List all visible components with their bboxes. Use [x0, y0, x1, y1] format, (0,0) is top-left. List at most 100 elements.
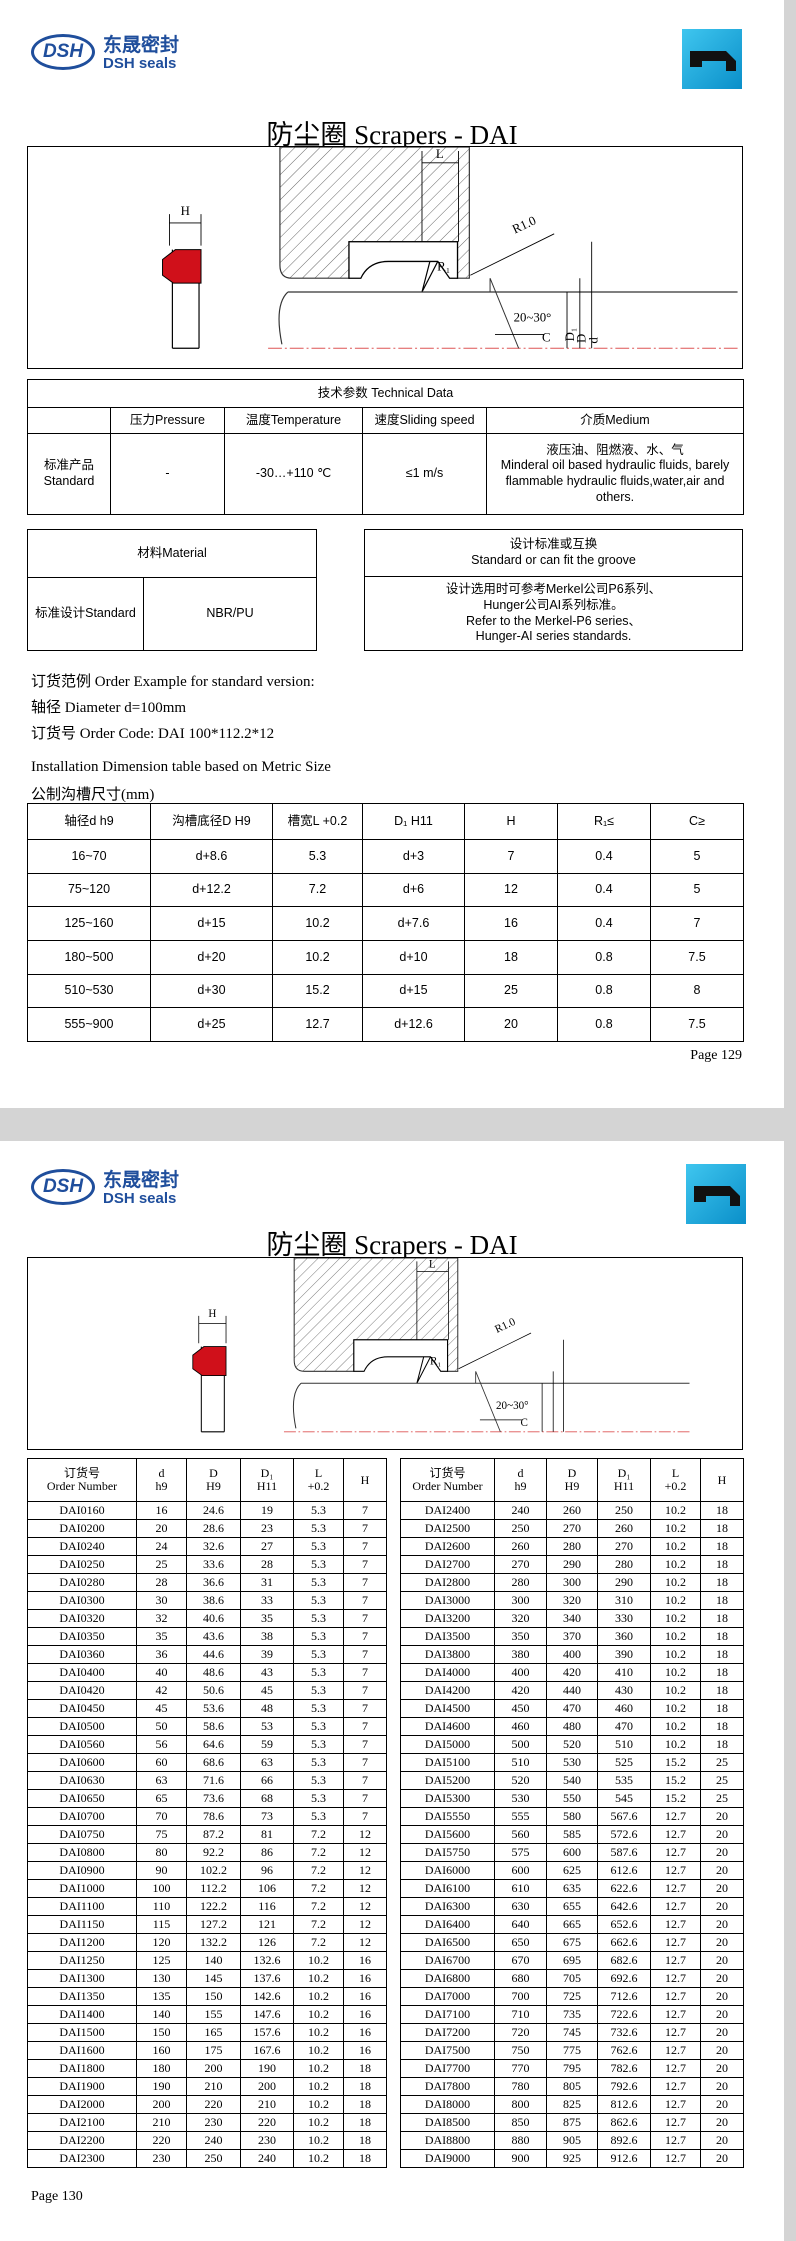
cell: 7.2	[272, 872, 363, 908]
row: DAI0400 40 48.6 43 5.3 7	[27, 1663, 387, 1682]
cell: 12.7	[650, 1969, 701, 1988]
cell: 460	[597, 1699, 651, 1718]
cell: 20	[136, 1519, 187, 1538]
cell: 28	[240, 1555, 294, 1574]
technical-table: 技术参数 Technical Data 压力Pressure 温度Tempera…	[27, 379, 744, 515]
row: DAI0300 30 38.6 33 5.3 7	[27, 1591, 387, 1610]
cell: 20	[700, 2077, 744, 2096]
cell: 520	[494, 1771, 547, 1790]
cell: 410	[597, 1663, 651, 1682]
drawing-label: R1.0	[510, 213, 538, 236]
cell: 587.6	[597, 1843, 651, 1862]
cell: 20	[700, 1897, 744, 1916]
cell: DAI1350	[27, 1987, 137, 2006]
cell: 12.7	[650, 2095, 701, 2114]
cell: 20	[700, 1843, 744, 1862]
cell: DAI0700	[27, 1807, 137, 1826]
drawing-label: L	[429, 1258, 436, 1270]
col-header: d h9	[136, 1458, 187, 1502]
cell: 5.3	[293, 1573, 344, 1592]
cell: DAI4000	[400, 1663, 495, 1682]
order-table-left: 订货号 Order Number d h9 D H9 D₁ H11 L +0.2 H DAI…	[27, 1458, 387, 2168]
cell: 10.2	[293, 2131, 344, 2150]
cell: 430	[597, 1681, 651, 1700]
cell: 0.4	[557, 839, 651, 874]
cell: 5.3	[293, 1555, 344, 1574]
cell: 20	[700, 2041, 744, 2060]
cell: d+12.2	[150, 872, 273, 908]
col-header: H	[464, 803, 558, 840]
cell: 20	[700, 2095, 744, 2114]
cell: DAI6000	[400, 1861, 495, 1880]
cell: 10.2	[293, 2059, 344, 2078]
cell: 220	[186, 2095, 241, 2114]
row: DAI6800 680 705 692.6 12.7 20	[400, 1969, 744, 1988]
cell: 75	[136, 1825, 187, 1844]
row: DAI6400 640 665 652.6 12.7 20	[400, 1915, 744, 1934]
row: DAI2700 270 290 280 10.2 18	[400, 1555, 744, 1574]
cell: 370	[546, 1627, 598, 1646]
cell: 0.8	[557, 940, 651, 975]
table-title: 材料Material	[27, 529, 317, 578]
row: 180~500 d+20 10.2 d+10 18 0.8 7.5	[27, 940, 744, 975]
cell: 12	[343, 1933, 387, 1952]
cell: 130	[136, 1969, 187, 1988]
cell: 210	[240, 2095, 294, 2114]
cell: -30…+110 ℃	[224, 433, 363, 515]
cell: 12.7	[650, 2113, 701, 2132]
cell: DAI3200	[400, 1609, 495, 1628]
cell: 122.2	[186, 1897, 241, 1916]
cell: 240	[494, 1501, 547, 1520]
cell: 567.6	[597, 1807, 651, 1826]
row: DAI0800 80 92.2 86 7.2 12	[27, 1843, 387, 1862]
cell: 18	[343, 2077, 387, 2096]
cell: 230	[240, 2131, 294, 2150]
cell: 0.8	[557, 973, 651, 1009]
cell: DAI0600	[27, 1753, 137, 1772]
row: DAI6100 610 635 622.6 12.7 20	[400, 1879, 744, 1898]
cell: 66	[240, 1771, 294, 1790]
cell: 180~500	[27, 940, 151, 975]
cell: 20	[700, 2149, 744, 2168]
cell: 510	[494, 1753, 547, 1772]
cell: 250	[186, 2149, 241, 2168]
cell: 7	[343, 1789, 387, 1808]
row: DAI0650 65 73.6 68 5.3 7	[27, 1789, 387, 1808]
cell: 670	[494, 1951, 547, 1970]
cell: 695	[546, 1951, 598, 1970]
cell: 10.2	[293, 2077, 344, 2096]
cell: 18	[343, 2149, 387, 2168]
row: DAI2800 280 300 290 10.2 18	[400, 1573, 744, 1592]
cell: DAI2500	[400, 1519, 495, 1538]
cell: 520	[546, 1735, 598, 1754]
cell: 250	[494, 1519, 547, 1538]
cell: 58.6	[186, 1717, 241, 1736]
cell: 5.3	[293, 1519, 344, 1538]
cell: 7	[343, 1645, 387, 1664]
row: DAI4000 400 420 410 10.2 18	[400, 1663, 744, 1682]
cell: 18	[700, 1645, 744, 1664]
drawing: H L R1.0 R₁ 20~30° C	[27, 1257, 743, 1450]
cell: 18	[700, 1699, 744, 1718]
cell: DAI4600	[400, 1717, 495, 1736]
row: DAI3200 320 340 330 10.2 18	[400, 1609, 744, 1628]
corner	[27, 407, 111, 434]
product-icon	[682, 29, 742, 89]
cell: 230	[186, 2113, 241, 2132]
cell: DAI0240	[27, 1537, 137, 1556]
cell: NBR/PU	[143, 577, 317, 651]
row: DAI7500 750 775 762.6 12.7 20	[400, 2041, 744, 2060]
row: DAI0320 32 40.6 35 5.3 7	[27, 1609, 387, 1628]
cell: 555	[494, 1807, 547, 1826]
cell: 19	[240, 1501, 294, 1520]
cell: d+25	[150, 1007, 273, 1043]
cell: 15.2	[650, 1753, 701, 1772]
cell: 71.6	[186, 1771, 241, 1790]
row: DAI6300 630 655 642.6 12.7 20	[400, 1897, 744, 1916]
cell: DAI1900	[27, 2077, 137, 2096]
row: DAI0600 60 68.6 63 5.3 7	[27, 1753, 387, 1772]
cell: 270	[546, 1519, 598, 1538]
col-header: 订货号 Order Number	[400, 1458, 495, 1502]
col-header: 槽宽L +0.2	[272, 803, 363, 840]
row: DAI0560 56 64.6 59 5.3 7	[27, 1735, 387, 1754]
